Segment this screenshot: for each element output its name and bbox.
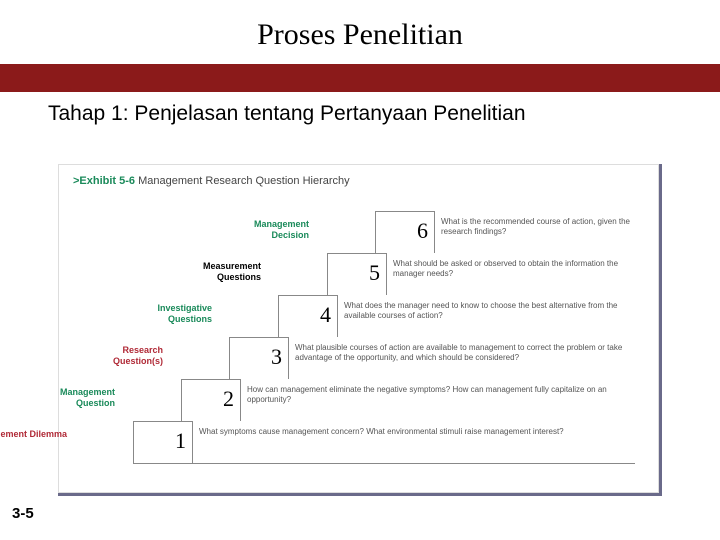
page-number: 3-5 [12,505,34,522]
slide-subtitle: Tahap 1: Penjelasan tentang Pertanyaan P… [48,102,720,126]
step-number: 5 [369,260,380,286]
step-number: 4 [320,302,331,328]
step-description: What plausible courses of action are ava… [295,343,639,363]
exhibit-inner: >Exhibit 5-6 Management Research Questio… [58,164,659,493]
step-box: 5 [327,253,387,295]
step-number: 3 [271,344,282,370]
step-box: 1 [133,421,193,463]
step-number: 1 [175,428,186,454]
step-box: 6 [375,211,435,253]
step-description: What does the manager need to know to ch… [344,301,640,321]
subtitle-row: Tahap 1: Penjelasan tentang Pertanyaan P… [0,92,720,132]
step-description: What is the recommended course of action… [441,217,641,237]
step-number: 2 [223,386,234,412]
step-label: Management Dilemma [0,429,67,440]
step-label: Management Question [19,387,115,409]
step-box: 3 [229,337,289,379]
step-number: 6 [417,218,428,244]
step-box: 4 [278,295,338,337]
step-label: Investigative Questions [122,303,212,325]
exhibit-header: >Exhibit 5-6 Management Research Questio… [73,175,350,187]
step-description: What symptoms cause management concern? … [199,427,639,437]
step-label: Research Question(s) [73,345,163,367]
step-description: How can management eliminate the negativ… [247,385,639,405]
step-box: 2 [181,379,241,421]
slide-title: Proses Penelitian [0,18,720,52]
red-divider-bar [0,64,720,92]
exhibit-title: Management Research Question Hierarchy [138,175,350,187]
step-label: Management Decision [219,219,309,241]
exhibit-figure: >Exhibit 5-6 Management Research Questio… [58,164,662,496]
step-description: What should be asked or observed to obta… [393,259,641,279]
stair-baseline [133,463,635,464]
exhibit-number: >Exhibit 5-6 [73,175,135,187]
title-band: Proses Penelitian [0,0,720,64]
step-label: Measurement Questions [171,261,261,283]
